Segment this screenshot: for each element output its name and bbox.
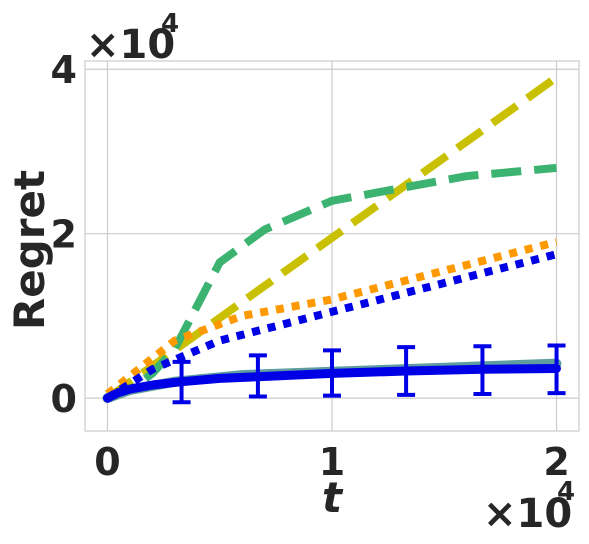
x-tick-label: 2 bbox=[543, 440, 569, 484]
x-axis-label: t bbox=[322, 473, 344, 522]
y-multiplier: ×10 bbox=[86, 22, 175, 68]
series-line-2 bbox=[106, 163, 557, 402]
x-multiplier-exponent: 4 bbox=[557, 477, 575, 507]
series-group bbox=[102, 74, 566, 405]
y-tick-label: 0 bbox=[51, 377, 77, 421]
tick-labels: 0 1 2 0 2 4 bbox=[51, 48, 570, 484]
series-line-6 bbox=[103, 364, 561, 403]
y-tick-label: 2 bbox=[51, 213, 77, 257]
y-multiplier-exponent: 4 bbox=[161, 9, 179, 39]
x-multiplier: ×10 bbox=[483, 491, 572, 537]
y-tick-label: 4 bbox=[51, 48, 77, 92]
series-line-3 bbox=[105, 238, 558, 398]
x-tick-label: 1 bbox=[319, 440, 345, 484]
y-axis-label: Regret bbox=[5, 170, 54, 330]
x-tick-label: 0 bbox=[94, 440, 120, 484]
series-line-1 bbox=[105, 74, 559, 402]
